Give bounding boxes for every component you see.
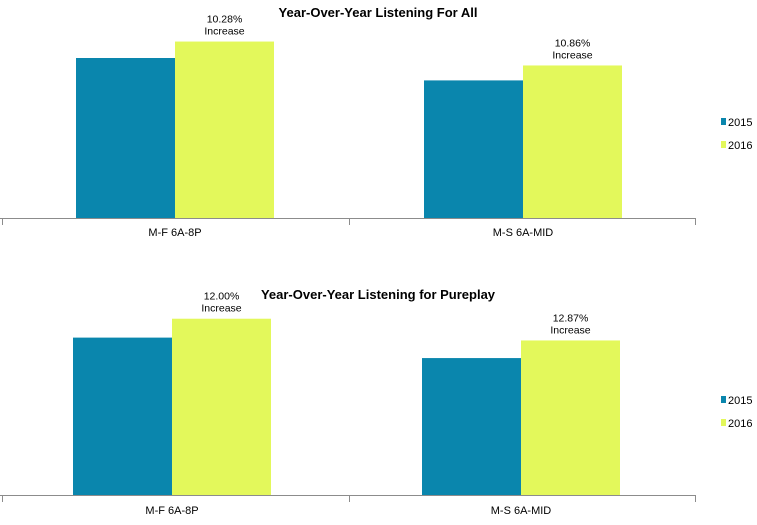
increase-percent-label: 10.86% — [555, 37, 591, 49]
chart-title: Year-Over-Year Listening for Pureplay — [261, 287, 496, 302]
category-label: M-F 6A-8P — [145, 505, 198, 517]
category-label: M-S 6A-MID — [493, 227, 554, 239]
chart-title: Year-Over-Year Listening For All — [279, 5, 478, 20]
bar-2015-1 — [76, 58, 175, 218]
legend-swatch-2016 — [721, 419, 726, 426]
legend-label-2015: 2015 — [728, 117, 752, 129]
bar-2016-2 — [521, 340, 620, 495]
increase-word-label: Increase — [550, 324, 590, 336]
increase-percent-label: 10.28% — [207, 14, 243, 26]
legend-label-2016: 2016 — [728, 418, 752, 430]
bar-2016-1 — [175, 41, 274, 218]
bar-2015-1 — [73, 337, 172, 495]
legend-swatch-2016 — [721, 141, 726, 148]
increase-word-label: Increase — [204, 26, 244, 38]
chart-2: Year-Over-Year Listening for Pureplay 12.… — [0, 287, 752, 517]
legend-label-2015: 2015 — [728, 395, 752, 407]
bar-2016-1 — [172, 318, 271, 495]
chart-1: Year-Over-Year Listening For All10.28%In… — [0, 5, 752, 239]
legend-swatch-2015 — [721, 396, 726, 403]
legend-label-2016: 2016 — [728, 140, 752, 152]
category-label: M-F 6A-8P — [148, 227, 201, 239]
category-label: M-S 6A-MID — [491, 505, 552, 517]
increase-word-label: Increase — [552, 49, 592, 61]
increase-percent-label: 12.00% — [204, 291, 240, 303]
legend-swatch-2015 — [721, 118, 726, 125]
bar-2015-2 — [422, 358, 521, 495]
bar-2016-2 — [523, 65, 622, 219]
increase-word-label: Increase — [201, 303, 241, 315]
bar-2015-2 — [424, 80, 523, 219]
increase-percent-label: 12.87% — [553, 312, 589, 324]
